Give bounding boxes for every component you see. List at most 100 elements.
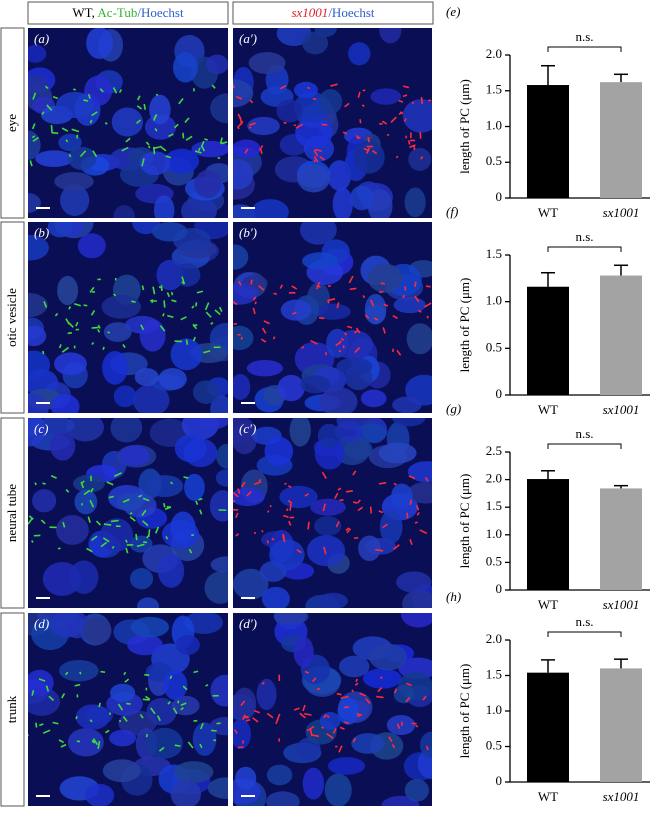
nucleus (152, 222, 188, 242)
nucleus (338, 697, 359, 725)
cilium (376, 697, 383, 698)
x-tick-label: WT (538, 402, 558, 417)
cilium (175, 745, 181, 746)
nucleus (302, 252, 337, 269)
cilium (43, 483, 46, 484)
header-text: /Hoechst (328, 5, 375, 20)
nucleus (56, 515, 89, 545)
cilium (163, 313, 164, 316)
nucleus (251, 199, 289, 225)
y-tick-label: 2.0 (486, 46, 502, 61)
nucleus (56, 92, 94, 118)
cilium (294, 125, 296, 126)
cilium (73, 89, 75, 90)
y-tick-label: 1.0 (486, 526, 502, 541)
header-text: WT, (72, 5, 97, 20)
nucleus (405, 187, 426, 217)
cilium (302, 347, 304, 348)
nucleus (408, 148, 431, 171)
cilium (368, 137, 369, 142)
x-tick-label: sx1001 (603, 402, 640, 417)
y-tick-label: 0.5 (486, 553, 502, 568)
cilium (51, 133, 58, 134)
nucleus (325, 773, 352, 806)
micrograph-content: (d′) (225, 600, 446, 810)
nucleus (25, 45, 47, 63)
nucleus (297, 164, 330, 192)
significance-label: n.s. (575, 426, 593, 441)
cilium (344, 707, 349, 708)
cilium (249, 127, 251, 128)
nucleus (193, 380, 219, 403)
cilium (164, 300, 165, 307)
nucleus (50, 611, 84, 637)
cilium (77, 135, 78, 139)
nucleus (247, 360, 283, 376)
nucleus (78, 233, 106, 258)
cilium (144, 104, 145, 110)
y-axis-label: length of PC (μm) (457, 79, 472, 174)
nucleus (361, 390, 387, 408)
micrograph: (d) (14, 601, 246, 808)
cilium (346, 491, 353, 492)
nucleus (350, 186, 374, 211)
significance-bracket (548, 247, 621, 252)
cilium (92, 327, 99, 328)
cilium (149, 146, 150, 148)
panel-label: (c′) (239, 421, 256, 436)
y-axis-label: length of PC (μm) (457, 278, 472, 373)
cilium (268, 511, 269, 513)
nucleus (158, 554, 184, 588)
x-tick-label: sx1001 (603, 205, 640, 220)
nucleus (405, 779, 429, 802)
micrograph: (c′) (222, 410, 446, 618)
cilium (241, 337, 242, 339)
cilium (243, 717, 249, 718)
micrograph-content: (a′) (214, 16, 439, 225)
nucleus (76, 704, 110, 729)
micrograph: (b) (10, 208, 242, 425)
cilium (144, 675, 149, 676)
x-tick-label: sx1001 (603, 597, 640, 612)
nucleus (351, 733, 384, 754)
cilium (43, 351, 44, 354)
nucleus (358, 535, 381, 561)
y-tick-label: 0 (496, 773, 503, 788)
nucleus (48, 217, 73, 237)
cilium (131, 301, 135, 302)
nucleus (339, 656, 369, 678)
nucleus (225, 326, 253, 350)
row-label: otic vesicle (4, 288, 19, 347)
micrograph: (c) (13, 409, 242, 616)
panel-label: (c) (34, 421, 48, 436)
significance-bracket (548, 444, 621, 449)
nucleus (394, 685, 415, 704)
micrograph: (d′) (225, 600, 446, 810)
nucleus (68, 147, 97, 170)
nucleus (109, 730, 136, 746)
cilium (284, 123, 287, 124)
cilium (206, 685, 209, 686)
nucleus (59, 660, 99, 682)
nucleus (102, 295, 141, 319)
cilium (234, 324, 237, 325)
nucleus (318, 424, 340, 449)
y-tick-label: 0 (496, 581, 503, 596)
nucleus (276, 99, 302, 122)
cilium (274, 337, 275, 340)
x-tick-label: WT (538, 789, 558, 804)
nucleus (303, 768, 324, 800)
nucleus (131, 617, 169, 638)
nucleus (194, 170, 221, 198)
nucleus (57, 276, 78, 305)
panel-label: (g) (446, 401, 461, 416)
nucleus (387, 715, 415, 735)
cilium (393, 349, 394, 352)
significance-label: n.s. (575, 29, 593, 44)
nucleus (353, 141, 385, 174)
cilium (112, 546, 113, 548)
nucleus (337, 358, 373, 375)
y-tick-label: 1.0 (486, 117, 502, 132)
y-axis-label: length of PC (μm) (457, 474, 472, 569)
y-tick-label: 0.5 (486, 339, 502, 354)
